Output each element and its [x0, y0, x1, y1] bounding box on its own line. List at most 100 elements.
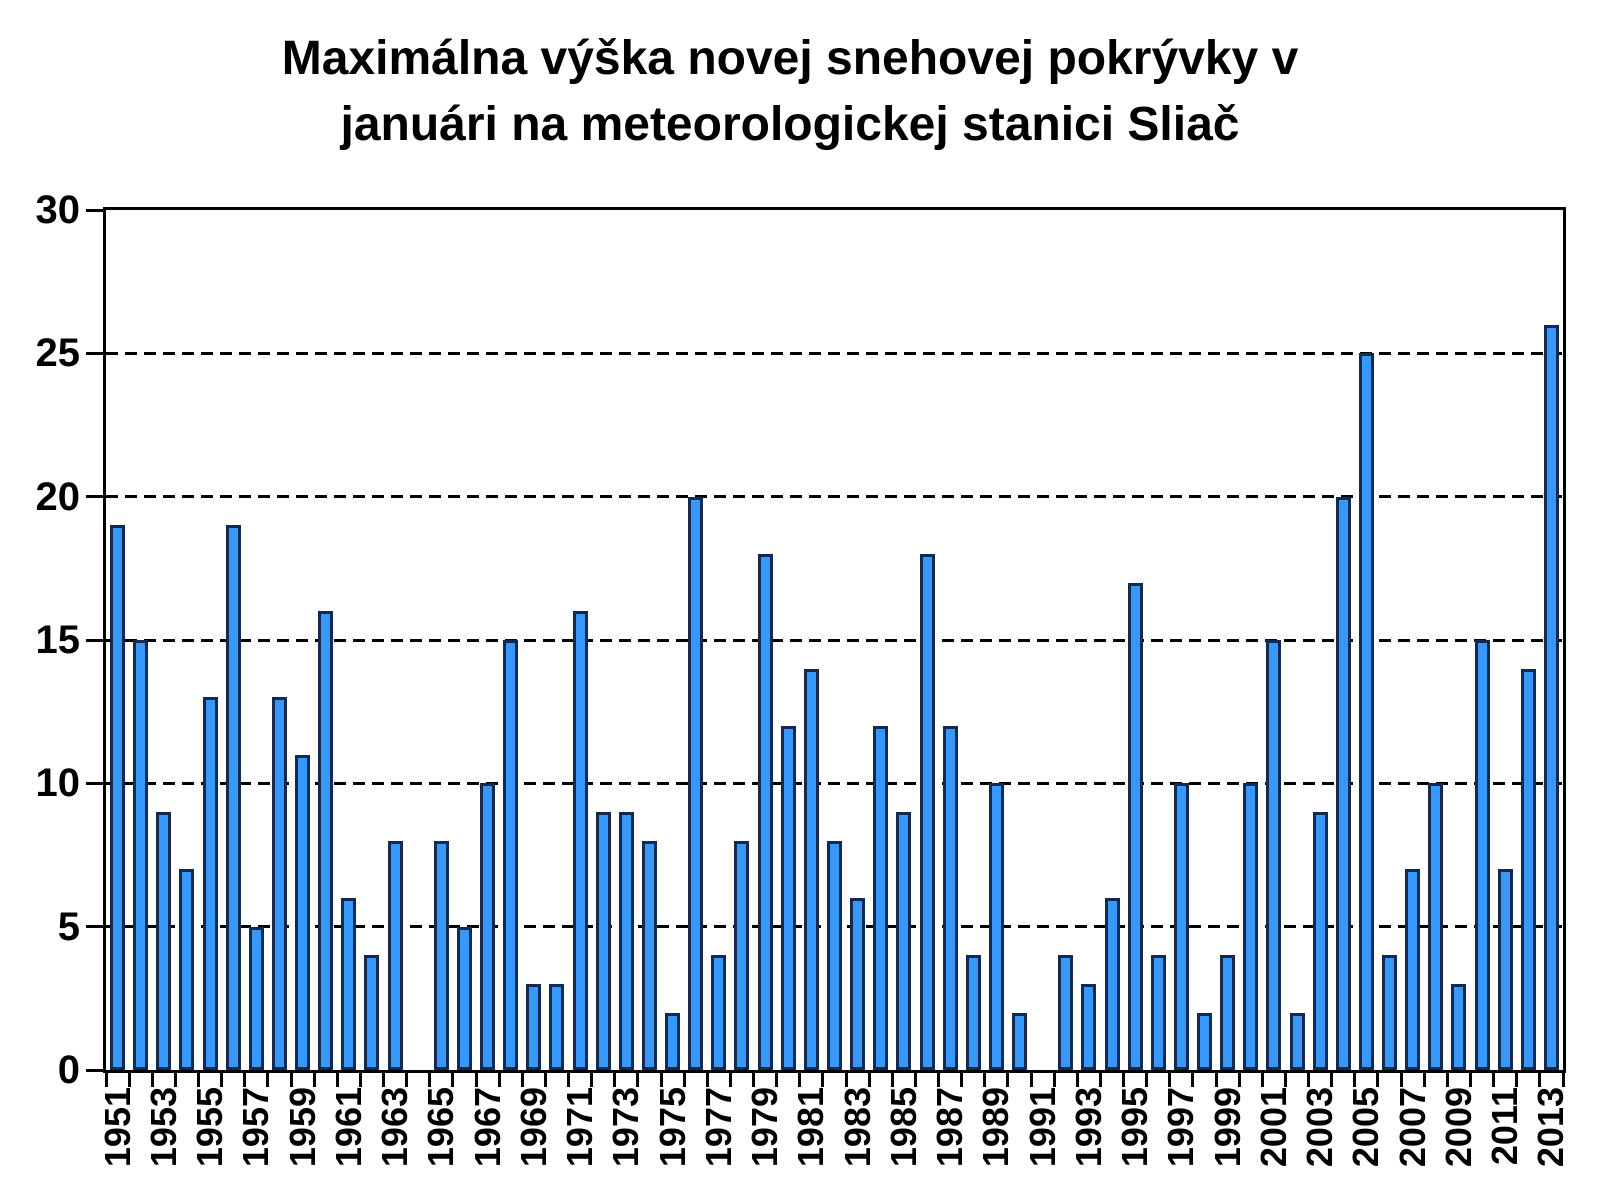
- x-axis-tick: [428, 1073, 432, 1087]
- bar-1983: [850, 898, 866, 1070]
- bar-1996: [1150, 955, 1166, 1070]
- x-axis-label-1993: 1993: [1067, 1087, 1109, 1168]
- y-axis-tick-30: [86, 208, 103, 212]
- bar-1994: [1104, 898, 1120, 1070]
- bar-1955: [202, 697, 218, 1070]
- x-axis-tick: [1052, 1073, 1056, 1087]
- x-axis-label-1987: 1987: [929, 1087, 971, 1168]
- bar-1997: [1173, 783, 1189, 1070]
- bar-1956: [225, 525, 241, 1070]
- x-axis-label-2005: 2005: [1345, 1087, 1387, 1168]
- x-axis-tick: [1145, 1073, 1149, 1087]
- x-axis-tick: [197, 1073, 200, 1087]
- bar-1967: [480, 783, 496, 1070]
- gridline-15: [106, 638, 1563, 642]
- x-axis-label-1961: 1961: [327, 1087, 369, 1168]
- bar-1959: [295, 754, 311, 1070]
- gridline-10: [106, 781, 1563, 785]
- y-axis-label-25: 25: [35, 331, 81, 376]
- x-axis-tick: [474, 1073, 478, 1087]
- x-axis-tick: [1098, 1073, 1102, 1087]
- bar-1976: [688, 496, 704, 1070]
- x-axis-tick: [520, 1073, 524, 1087]
- bar-1960: [318, 611, 334, 1070]
- bar-2012: [1520, 668, 1536, 1070]
- x-axis-tick: [1492, 1073, 1496, 1087]
- x-axis-label-1971: 1971: [559, 1087, 601, 1168]
- bar-1977: [711, 955, 727, 1070]
- x-axis-tick: [1006, 1073, 1010, 1087]
- bar-1975: [665, 1012, 681, 1070]
- bar-1958: [271, 697, 287, 1070]
- y-axis-label-5: 5: [57, 904, 80, 949]
- x-axis-tick: [1445, 1073, 1449, 1087]
- x-axis-tick: [890, 1073, 894, 1087]
- x-axis-tick: [289, 1073, 293, 1087]
- gridline-25: [106, 351, 1563, 355]
- x-axis-label-1975: 1975: [651, 1087, 693, 1168]
- chart-title: Maximálna výška novej snehovej pokrývky …: [0, 26, 1580, 158]
- x-axis-label-1969: 1969: [512, 1087, 554, 1168]
- x-axis-tick: [266, 1073, 270, 1087]
- x-axis-tick: [567, 1073, 571, 1087]
- x-axis-tick: [1515, 1073, 1519, 1087]
- x-axis-label-1995: 1995: [1114, 1087, 1156, 1168]
- x-axis-tick: [104, 1073, 108, 1087]
- x-axis-tick: [1075, 1073, 1079, 1087]
- x-axis-tick: [983, 1073, 987, 1087]
- x-axis-label-1951: 1951: [96, 1087, 138, 1168]
- bar-2008: [1428, 783, 1444, 1070]
- x-axis-tick: [728, 1073, 732, 1087]
- bar-1963: [387, 840, 403, 1070]
- y-axis-tick-20: [86, 495, 103, 499]
- x-axis-label-2007: 2007: [1391, 1087, 1433, 1168]
- bar-1979: [757, 554, 773, 1070]
- y-axis-tick-0: [86, 1068, 103, 1072]
- bar-1982: [827, 840, 842, 1070]
- x-axis-label-1977: 1977: [697, 1087, 739, 1168]
- x-axis-tick: [1214, 1073, 1218, 1087]
- bar-2001: [1266, 640, 1282, 1070]
- bar-1980: [780, 726, 796, 1070]
- x-axis-tick: [1122, 1073, 1126, 1087]
- x-axis-tick: [1029, 1073, 1033, 1087]
- bar-1971: [572, 611, 588, 1070]
- bar-1973: [618, 812, 634, 1070]
- bar-1962: [364, 955, 380, 1070]
- x-axis-tick: [913, 1073, 917, 1087]
- y-axis-label-15: 15: [35, 618, 81, 662]
- x-axis-tick: [382, 1073, 386, 1087]
- x-axis-tick: [220, 1073, 224, 1087]
- x-axis-tick: [1191, 1073, 1195, 1087]
- bar-1986: [919, 554, 935, 1070]
- bar-1974: [641, 840, 657, 1070]
- bar-1987: [942, 726, 958, 1070]
- x-axis-label-1967: 1967: [466, 1087, 508, 1168]
- bar-1989: [988, 783, 1004, 1070]
- bar-2005: [1358, 353, 1374, 1070]
- x-axis-tick: [127, 1073, 131, 1087]
- x-axis-label-2001: 2001: [1252, 1087, 1294, 1168]
- y-axis-label-20: 20: [35, 474, 81, 519]
- bar-1984: [873, 726, 889, 1070]
- x-axis-tick: [613, 1073, 617, 1087]
- x-axis-tick: [1168, 1073, 1172, 1087]
- bar-2009: [1451, 984, 1467, 1070]
- bar-1978: [734, 840, 750, 1070]
- bar-1981: [803, 668, 819, 1070]
- x-axis-tick: [312, 1073, 316, 1087]
- x-axis-tick: [960, 1073, 964, 1087]
- chart-title-line-1: Maximálna výška novej snehovej pokrývky …: [281, 32, 1299, 85]
- x-axis-tick: [798, 1073, 802, 1087]
- y-axis-label-0: 0: [57, 1048, 80, 1092]
- x-axis-tick: [867, 1073, 871, 1087]
- bar-1990: [1012, 1012, 1028, 1070]
- x-axis-tick: [1283, 1073, 1287, 1087]
- x-axis-tick: [752, 1073, 756, 1087]
- x-axis-tick: [1468, 1073, 1472, 1087]
- chart-title-line-2: januári na meteorologickej stanici Sliač: [340, 98, 1240, 151]
- plot-area: [103, 207, 1566, 1073]
- x-axis-label-1973: 1973: [605, 1087, 647, 1168]
- x-axis-tick: [1399, 1073, 1403, 1087]
- bar-1952: [133, 640, 149, 1070]
